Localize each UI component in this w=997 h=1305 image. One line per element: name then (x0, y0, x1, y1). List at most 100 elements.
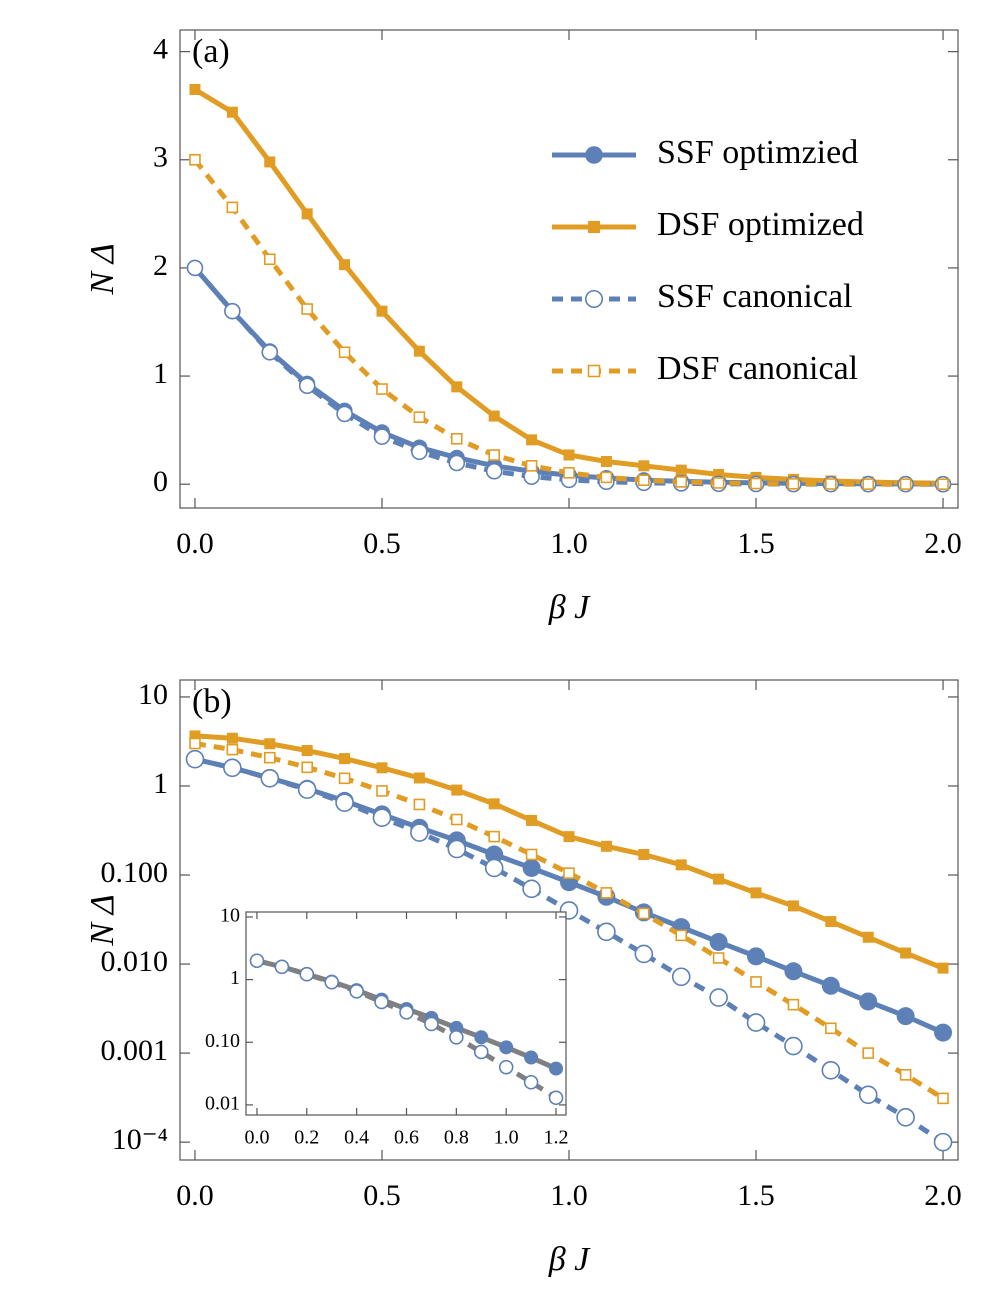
marker (600, 471, 613, 484)
marker (862, 478, 875, 490)
y-axis-label: N Δ (84, 243, 121, 295)
marker (447, 839, 467, 859)
y-tick-label: 1 (153, 767, 168, 800)
marker (299, 966, 315, 982)
marker (600, 887, 613, 899)
marker (224, 302, 241, 320)
marker (450, 813, 463, 826)
marker (297, 780, 317, 799)
y-tick-label: 3 (153, 141, 168, 174)
marker (226, 106, 238, 118)
marker (713, 468, 725, 480)
panel-label: (a) (192, 33, 230, 70)
y-tick-label: 0.100 (101, 856, 169, 889)
y-tick-label: 10⁻⁴ (112, 1123, 168, 1156)
marker (899, 1069, 912, 1081)
marker (587, 364, 601, 378)
marker (638, 474, 650, 487)
marker (675, 464, 687, 476)
x-tick-label: 0.5 (363, 527, 401, 560)
marker (336, 405, 353, 423)
marker (713, 873, 725, 885)
marker (584, 289, 604, 309)
marker (522, 879, 541, 899)
marker (709, 988, 728, 1007)
marker (189, 730, 201, 742)
marker (600, 455, 612, 467)
marker (339, 753, 351, 765)
marker (338, 346, 351, 359)
marker (485, 462, 503, 480)
marker (825, 478, 837, 490)
marker (298, 377, 316, 395)
marker (526, 814, 538, 826)
marker (399, 1005, 414, 1020)
marker (260, 768, 280, 788)
legend-label: DSF optimized (657, 206, 864, 243)
marker (526, 434, 538, 446)
marker (638, 460, 650, 472)
marker (750, 477, 762, 490)
marker (825, 916, 837, 928)
x-tick-label: 2.0 (924, 1179, 962, 1212)
marker (263, 253, 276, 266)
legend-label: SSF canonical (657, 278, 852, 315)
marker (338, 772, 351, 785)
marker (413, 772, 425, 784)
marker (249, 953, 265, 969)
legend-label: DSF canonical (657, 350, 858, 387)
x-tick-label: 0.4 (344, 1127, 369, 1149)
marker (563, 867, 575, 879)
marker (548, 1090, 564, 1106)
marker (821, 976, 840, 995)
marker (709, 932, 728, 951)
y-tick-label: 0 (153, 465, 168, 498)
marker (410, 823, 429, 842)
marker (638, 907, 650, 920)
panel: 0.0 0.5 1.0 1.5 2.0 0 1 2 3 4 β J N Δ (a) SSF optimzi… (84, 29, 962, 626)
marker (825, 1022, 837, 1035)
marker (185, 749, 205, 769)
marker (587, 220, 601, 234)
panel: 0.0 0.2 0.4 0.6 0.8 1.0 1.2 10 1 0.10 0.01 (205, 905, 569, 1149)
x-tick-label: 0.2 (294, 1127, 319, 1149)
marker (585, 146, 603, 164)
marker (563, 449, 575, 461)
marker (498, 1059, 514, 1075)
y-tick-label: 10 (138, 678, 168, 711)
marker (746, 1013, 766, 1032)
marker (524, 1050, 539, 1065)
marker (488, 830, 500, 843)
x-tick-label: 0.5 (363, 1179, 401, 1212)
marker (900, 947, 912, 959)
marker (274, 959, 290, 975)
marker (484, 858, 504, 878)
marker (750, 887, 762, 899)
marker (563, 467, 575, 479)
marker (349, 984, 364, 999)
y-tick-label: 0.01 (205, 1092, 240, 1114)
marker (424, 1016, 439, 1032)
legend-label: SSF optimzied (657, 134, 858, 171)
marker (186, 259, 204, 277)
x-axis-label: β J (548, 589, 591, 626)
x-tick-label: 0.8 (444, 1127, 469, 1149)
y-tick-label: 2 (153, 249, 168, 282)
marker (324, 974, 340, 990)
marker (448, 454, 466, 472)
marker (376, 383, 388, 395)
marker (263, 751, 276, 764)
marker (784, 1036, 803, 1056)
marker (451, 784, 463, 796)
marker (449, 1029, 464, 1045)
marker (858, 1085, 878, 1105)
marker (859, 992, 878, 1011)
marker (899, 478, 912, 490)
marker (712, 477, 725, 489)
y-tick-label: 0.10 (205, 1030, 240, 1052)
marker (301, 303, 313, 315)
marker (372, 808, 392, 828)
